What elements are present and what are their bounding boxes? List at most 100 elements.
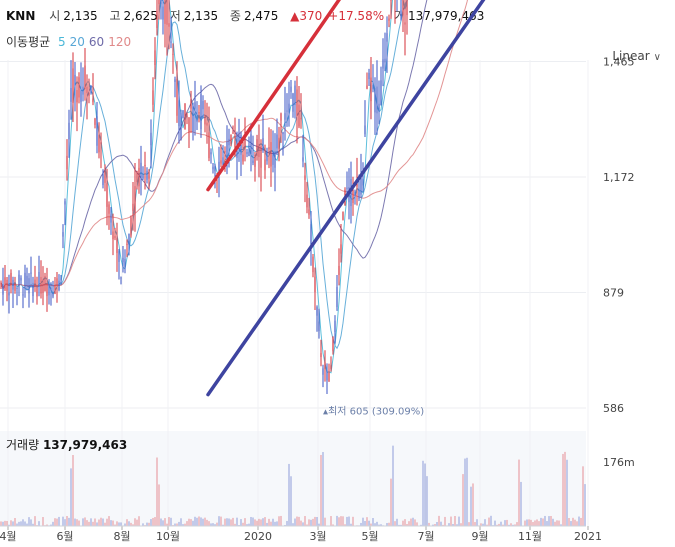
candle-body <box>302 157 304 162</box>
volume-bar <box>188 518 190 526</box>
volume-bar <box>370 523 372 526</box>
volume-bar <box>570 521 572 526</box>
candle-body <box>18 274 20 285</box>
volume-bar <box>68 517 70 526</box>
candle-body <box>182 110 184 119</box>
candle-body <box>384 58 386 63</box>
candle-body <box>242 154 244 162</box>
candle-body <box>110 214 112 223</box>
candle-body <box>314 276 316 293</box>
candle-body <box>370 77 372 102</box>
volume-bar <box>468 522 470 526</box>
moving-average-label: 이동평균 <box>6 35 51 49</box>
x-tick-label: 11월 <box>518 530 542 543</box>
candle-body <box>218 161 220 177</box>
volume-bar <box>96 522 98 526</box>
candle-body <box>172 53 174 55</box>
volume-bar <box>542 518 544 526</box>
candle-body <box>260 146 262 168</box>
candle-body <box>200 94 202 130</box>
volume-bar <box>132 524 134 526</box>
candle-body <box>304 175 306 180</box>
volume-bar <box>488 517 490 526</box>
volume-tick-label: 176m <box>603 456 635 469</box>
volume-bar <box>202 518 204 526</box>
candle-body <box>96 116 98 146</box>
volume-bar <box>554 521 556 526</box>
candle-body <box>374 88 376 113</box>
volume-bar <box>150 519 152 526</box>
volume-panel-bg <box>0 431 586 526</box>
volume-bar <box>78 520 80 526</box>
volume-bar <box>178 521 180 526</box>
candle-body <box>0 282 2 285</box>
volume-bar <box>94 518 96 526</box>
ma-20: 20 <box>69 35 85 49</box>
volume-bar <box>200 517 202 526</box>
candle-body <box>152 90 154 105</box>
volume-bar <box>272 518 274 526</box>
volume-bar <box>226 518 228 526</box>
volume-bar <box>38 521 40 526</box>
moving-average-legend[interactable]: 이동평균 5 20 60 120 <box>6 33 135 51</box>
candle-body <box>160 0 162 5</box>
volume-bar <box>286 520 288 526</box>
volume-bar <box>564 451 566 526</box>
volume-bar <box>112 520 114 526</box>
volume-bar <box>252 517 254 526</box>
candle-body <box>128 233 130 245</box>
volume-bar <box>6 520 8 526</box>
volume-bar <box>196 517 198 526</box>
volume-bar <box>8 524 10 526</box>
candle-body <box>30 272 32 274</box>
volume-bar <box>330 516 332 526</box>
volume-bar <box>110 520 112 526</box>
volume-bar <box>574 519 576 526</box>
volume-bar <box>228 518 230 526</box>
volume-bar <box>578 516 580 526</box>
scale-mode-label: Linear <box>612 49 650 63</box>
volume-bar <box>74 518 76 526</box>
candle-body <box>206 122 208 126</box>
volume-bar <box>16 523 18 526</box>
volume-bar <box>528 519 530 526</box>
volume-bar <box>514 524 516 526</box>
candle-body <box>104 170 106 183</box>
volume-bar <box>102 518 104 526</box>
candle-body <box>212 166 214 170</box>
volume-bar <box>142 523 144 526</box>
x-tick-label: 10월 <box>156 530 180 543</box>
candle-body <box>176 78 178 116</box>
candle-body <box>196 119 198 122</box>
volume-bar <box>416 522 418 526</box>
candle-body <box>214 166 216 172</box>
volume-bar <box>192 520 194 526</box>
volume-bar <box>158 484 160 526</box>
volume-bar <box>344 524 346 526</box>
volume-bar <box>548 516 550 526</box>
volume-bar <box>230 519 232 526</box>
candle-body <box>16 287 18 289</box>
volume-bar <box>546 521 548 526</box>
volume-bar <box>170 517 172 526</box>
volume-bar <box>28 517 30 526</box>
volume-bar <box>462 474 464 526</box>
volume-bar <box>298 516 300 526</box>
volume-bar <box>182 524 184 526</box>
volume-bar <box>496 524 498 526</box>
volume-bar <box>336 515 338 526</box>
volume-bar <box>562 453 564 526</box>
candle-body <box>382 59 384 69</box>
close-value: 2,475 <box>243 9 279 23</box>
scale-mode-dropdown[interactable]: Linear ∨ <box>612 47 661 67</box>
volume-bar <box>552 518 554 526</box>
candle-body <box>28 278 30 294</box>
candle-body <box>300 117 302 120</box>
volume-bar <box>518 459 520 526</box>
volume-bar <box>136 519 138 526</box>
change-value: ▲370 <box>290 9 323 23</box>
y-tick-label: 586 <box>603 402 624 415</box>
volume-bar <box>276 521 278 526</box>
volume-bar <box>160 518 162 526</box>
